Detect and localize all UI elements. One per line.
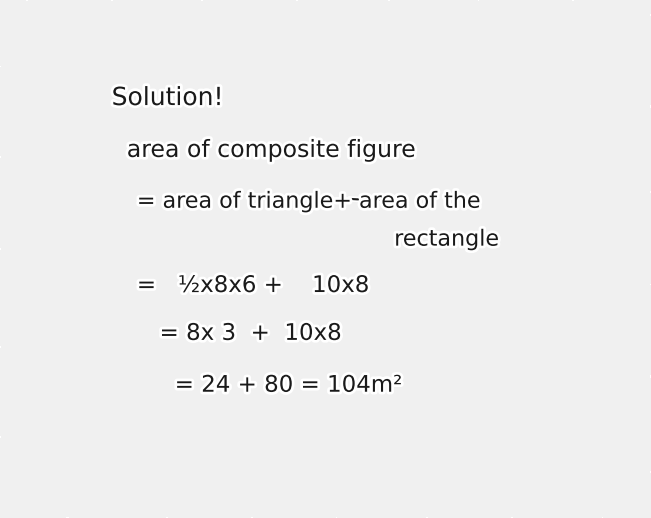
Text: = area of triangle+ area of the: = area of triangle+ area of the (137, 192, 482, 212)
Text: = 24 + 80 = 104m²: = 24 + 80 = 104m² (174, 373, 402, 397)
Text: rectangle: rectangle (395, 229, 499, 250)
Text: = 8x 3  +  10x8: = 8x 3 + 10x8 (159, 322, 341, 345)
Text: Solution!: Solution! (112, 86, 223, 110)
Text: =   ½x8x6 +    10x8: = ½x8x6 + 10x8 (137, 274, 368, 297)
Text: area of composite figure: area of composite figure (127, 138, 416, 162)
